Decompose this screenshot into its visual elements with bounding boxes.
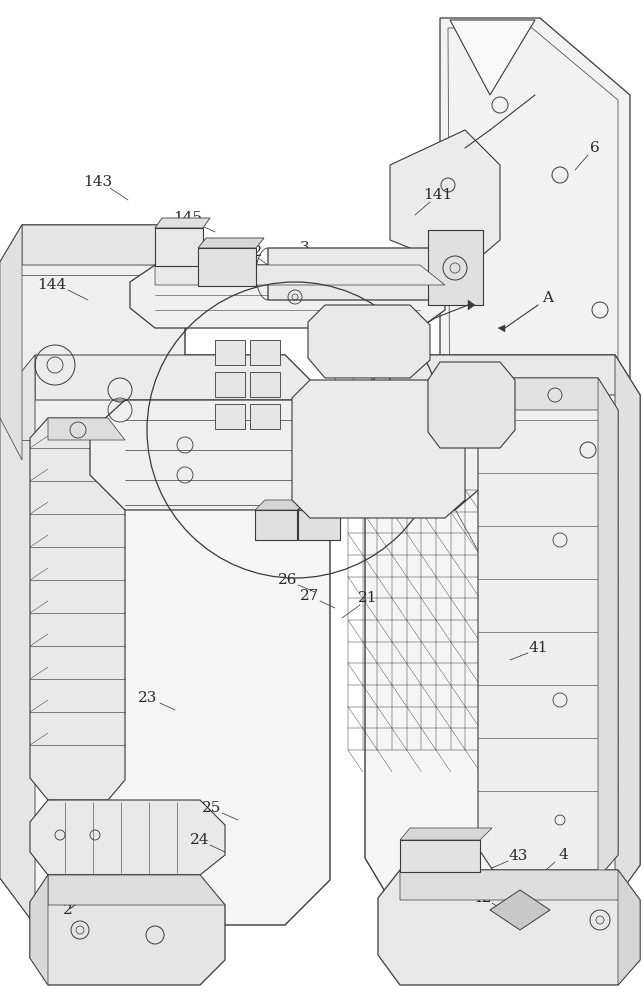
Polygon shape (0, 355, 330, 925)
Bar (428, 230, 483, 305)
Bar (198, 248, 256, 286)
Polygon shape (292, 380, 465, 518)
Polygon shape (365, 355, 640, 900)
Bar (255, 510, 297, 540)
Polygon shape (268, 248, 440, 300)
Text: 25: 25 (203, 801, 222, 815)
Polygon shape (400, 870, 640, 900)
Bar (250, 340, 280, 365)
Text: 6: 6 (590, 141, 600, 155)
Text: 143: 143 (84, 175, 113, 189)
Text: 144: 144 (37, 278, 67, 292)
Polygon shape (618, 870, 640, 985)
Bar (250, 372, 280, 397)
Text: 142: 142 (233, 245, 262, 259)
Bar (250, 404, 280, 429)
Text: 145: 145 (174, 211, 203, 225)
Polygon shape (35, 355, 330, 400)
Bar (215, 404, 245, 429)
Text: 3: 3 (300, 241, 310, 255)
Bar (215, 340, 245, 365)
Polygon shape (615, 355, 640, 900)
Polygon shape (308, 305, 430, 378)
Polygon shape (468, 300, 475, 310)
Text: 24: 24 (190, 833, 210, 847)
Polygon shape (298, 500, 350, 510)
Bar (298, 510, 340, 540)
Polygon shape (440, 18, 630, 570)
Polygon shape (390, 355, 640, 395)
Polygon shape (498, 378, 618, 410)
Bar (215, 372, 245, 397)
Polygon shape (400, 828, 492, 840)
Text: 2: 2 (63, 903, 73, 917)
Polygon shape (498, 325, 505, 332)
Polygon shape (378, 870, 640, 985)
Text: A: A (543, 291, 554, 305)
Text: 21: 21 (358, 591, 377, 605)
Polygon shape (0, 225, 22, 460)
Polygon shape (130, 265, 445, 328)
Text: 141: 141 (423, 188, 453, 202)
Text: 26: 26 (278, 573, 298, 587)
Polygon shape (90, 400, 490, 510)
Text: 4: 4 (558, 848, 568, 862)
Text: 23: 23 (138, 691, 158, 705)
Polygon shape (30, 875, 225, 985)
Polygon shape (48, 418, 125, 440)
Polygon shape (155, 218, 210, 228)
Polygon shape (598, 378, 618, 878)
Polygon shape (198, 238, 264, 248)
Polygon shape (490, 890, 550, 930)
Polygon shape (255, 500, 308, 510)
Polygon shape (48, 875, 225, 905)
Bar (400, 840, 480, 872)
Polygon shape (428, 362, 515, 448)
Polygon shape (30, 800, 225, 875)
Polygon shape (0, 225, 185, 460)
Polygon shape (450, 20, 535, 95)
Text: 42: 42 (472, 891, 492, 905)
Text: 43: 43 (509, 849, 528, 863)
Text: 41: 41 (529, 641, 548, 655)
Polygon shape (22, 225, 185, 265)
Polygon shape (478, 378, 618, 878)
Polygon shape (30, 875, 48, 985)
Polygon shape (30, 418, 125, 800)
Polygon shape (390, 130, 500, 270)
Polygon shape (155, 265, 445, 285)
Bar (155, 228, 203, 266)
Polygon shape (0, 355, 35, 925)
Text: 27: 27 (300, 589, 320, 603)
